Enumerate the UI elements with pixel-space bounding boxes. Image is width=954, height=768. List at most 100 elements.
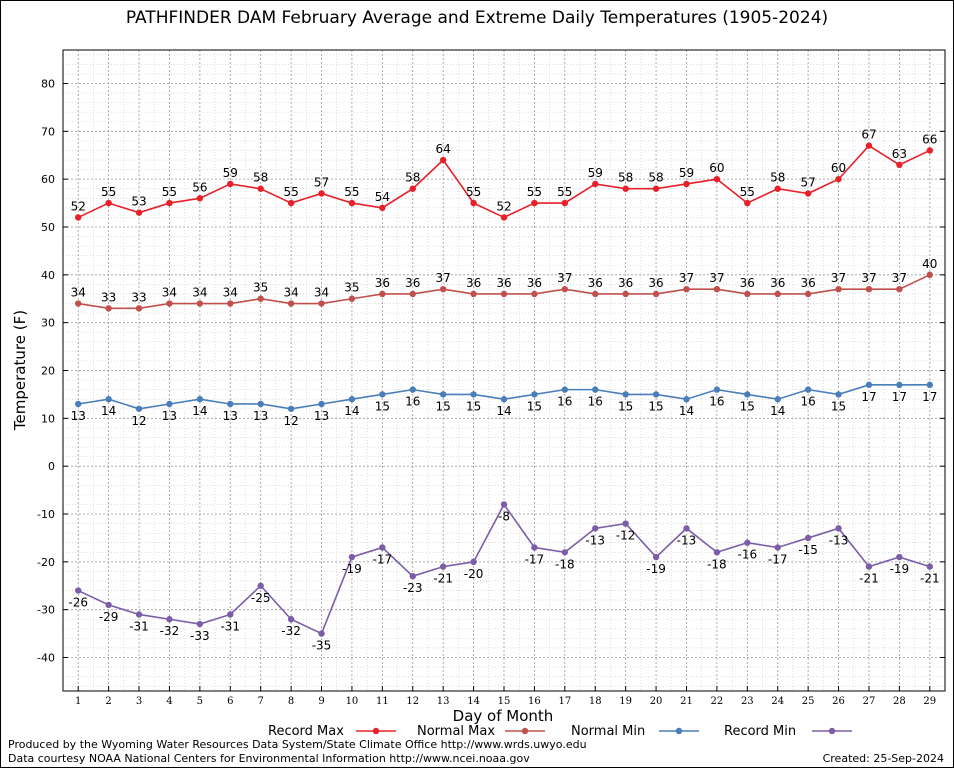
x-tick-label: 29 (923, 696, 936, 707)
normal-max-data-label: 34 (162, 286, 177, 300)
normal-min-data-label: 16 (709, 395, 724, 409)
normal-min-point (500, 396, 508, 403)
record-max-point (804, 190, 812, 197)
normal-max-point (774, 290, 781, 298)
record-min-point (105, 601, 112, 609)
normal-max-data-label: 36 (405, 276, 420, 290)
normal-max-point (348, 295, 356, 302)
record-max-data-label: 53 (131, 195, 146, 209)
x-tick-label: 26 (832, 696, 845, 707)
record-max-data-label: 58 (618, 171, 633, 185)
normal-min-data-label: 12 (131, 414, 146, 428)
x-axis-label: Day of Month (453, 707, 554, 725)
normal-max-point (926, 271, 933, 279)
x-tick-label: 19 (619, 696, 632, 707)
normal-max-data-label: 36 (740, 276, 755, 290)
normal-min-data-label: 13 (314, 409, 329, 423)
record-min-data-label: -21 (920, 572, 940, 586)
normal-min-data-label: 14 (770, 404, 785, 418)
normal-min-data-label: 15 (831, 399, 846, 413)
record-max-data-label: 54 (375, 190, 390, 204)
y-tick-label: -40 (37, 652, 55, 665)
record-min-data-label: -15 (798, 543, 818, 557)
normal-min-data-label: 15 (527, 399, 542, 413)
record-max-data-label: 63 (892, 147, 907, 161)
normal-max-point (804, 290, 812, 298)
record-max-point (683, 180, 690, 188)
record-max-point (166, 199, 173, 207)
record-min-data-label: -8 (498, 509, 510, 523)
x-tick-label: 27 (863, 696, 876, 707)
normal-max-point (561, 285, 569, 293)
normal-max-point (683, 285, 690, 293)
record-max-point (287, 199, 295, 207)
normal-min-data-label: 16 (557, 395, 572, 409)
record-min-point (409, 572, 416, 580)
normal-max-point (287, 300, 295, 307)
normal-min-point (257, 400, 264, 408)
record-max-point (835, 175, 842, 183)
record-max-data-label: 55 (527, 185, 542, 199)
normal-max-data-label: 36 (466, 276, 481, 290)
record-max-data-label: 60 (831, 161, 846, 175)
record-max-point (409, 185, 416, 192)
record-min-point (561, 549, 569, 556)
normal-max-point (257, 295, 264, 302)
y-tick-label: -10 (37, 508, 55, 521)
normal-min-data-label: 15 (648, 399, 663, 413)
record-min-point (348, 553, 356, 561)
normal-max-data-label: 36 (588, 276, 603, 290)
record-min-data-label: -13 (677, 533, 697, 547)
record-max-data-label: 58 (648, 171, 663, 185)
record-min-point (531, 544, 538, 551)
normal-max-data-label: 36 (618, 276, 633, 290)
normal-min-point (561, 386, 569, 393)
normal-min-point (652, 391, 660, 398)
record-max-point (470, 199, 477, 207)
normal-max-point (865, 285, 873, 293)
y-tick-label: 40 (41, 269, 55, 282)
normal-max-data-label: 36 (800, 276, 815, 290)
footer-produced-by: Produced by the Wyoming Water Resources … (8, 738, 587, 751)
minor-grid (63, 50, 945, 691)
normal-min-data-label: 17 (922, 390, 937, 404)
record-min-data-label: -35 (312, 639, 332, 653)
record-min-point (744, 539, 751, 546)
normal-min-data-label: 14 (101, 404, 116, 418)
record-max-data-label: 52 (496, 199, 511, 213)
record-max-data-label: 66 (922, 132, 937, 146)
normal-min-point (683, 396, 690, 403)
normal-max-point (592, 290, 599, 298)
normal-min-point (196, 396, 204, 403)
normal-min-data-label: 14 (344, 404, 359, 418)
normal-max-data-label: 35 (253, 281, 268, 295)
record-min-data-label: -33 (190, 629, 210, 643)
normal-max-data-label: 36 (527, 276, 542, 290)
legend-marker-normal-min (675, 727, 683, 735)
x-tick-label: 17 (558, 696, 571, 707)
record-min-point (592, 525, 599, 532)
record-max-point (531, 199, 538, 207)
legend-label-normal-max: Normal Max (417, 724, 495, 739)
record-min-data-label: -32 (160, 624, 180, 638)
record-max-point (561, 199, 569, 207)
record-min-data-label: -31 (129, 619, 149, 633)
normal-max-data-label: 33 (101, 290, 116, 304)
record-min-point (257, 582, 264, 589)
record-min-data-label: -18 (555, 557, 575, 571)
normal-min-point (166, 400, 173, 408)
normal-max-data-label: 37 (892, 271, 907, 285)
x-tick-label: 20 (650, 696, 663, 707)
normal-min-data-label: 16 (405, 395, 420, 409)
normal-max-data-label: 34 (71, 286, 86, 300)
x-tick-label: 18 (589, 696, 602, 707)
normal-min-point (774, 396, 781, 403)
record-max-point (75, 214, 82, 221)
record-max-data-label: 55 (740, 185, 755, 199)
normal-max-data-label: 36 (496, 276, 511, 290)
record-min-data-label: -17 (768, 552, 788, 566)
legend-marker-normal-max (521, 727, 529, 735)
normal-max-point (652, 290, 660, 298)
record-max-point (865, 142, 873, 149)
record-max-point (105, 199, 112, 207)
